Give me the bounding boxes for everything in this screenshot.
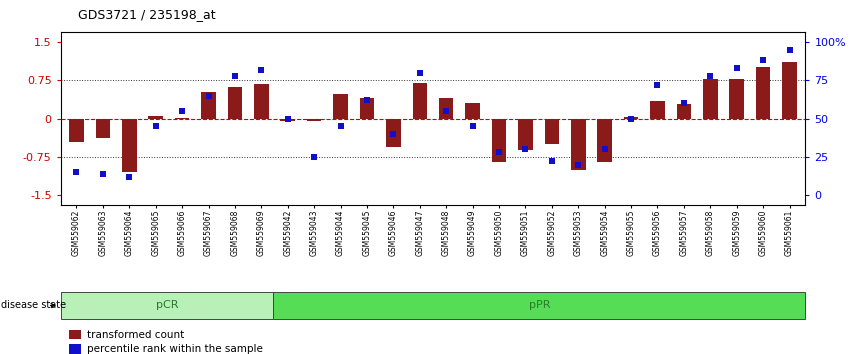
Bar [254,84,268,119]
Bar [492,119,507,162]
Bar [676,104,691,119]
Bar [95,119,110,138]
Bar [412,83,427,119]
Bar [281,119,295,121]
Bar [61,292,274,319]
Bar [122,119,137,172]
Text: GDS3721 / 235198_at: GDS3721 / 235198_at [78,8,216,21]
Text: disease state: disease state [1,300,66,310]
Bar [439,98,454,119]
Bar [729,79,744,119]
Bar [624,116,638,119]
Text: pPR: pPR [528,300,550,310]
Bar [756,67,771,119]
Bar [333,94,348,119]
Text: pCR: pCR [156,300,178,310]
Bar [175,118,190,119]
Bar [598,119,612,162]
Bar [545,119,559,144]
Bar [386,119,401,147]
Bar [307,119,321,121]
Bar [274,292,805,319]
Bar [518,119,533,150]
Text: transformed count: transformed count [87,330,184,339]
Bar [703,79,718,119]
Bar [650,101,665,119]
Bar [359,98,374,119]
Bar [201,92,216,119]
Bar [571,119,585,170]
Text: percentile rank within the sample: percentile rank within the sample [87,344,263,354]
Bar [148,116,163,119]
Bar [69,119,84,142]
Bar [465,103,480,119]
Bar [228,87,242,119]
Bar [782,62,797,119]
